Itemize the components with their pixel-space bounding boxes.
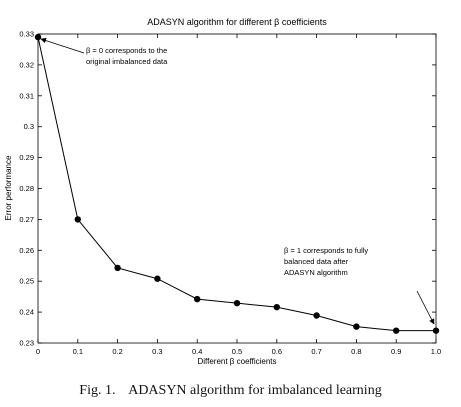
- series-line: [37, 36, 436, 332]
- x-tick-label: 0.8: [351, 347, 361, 356]
- x-tick-label: 0.4: [192, 347, 202, 356]
- x-tick-label: 0.7: [311, 347, 321, 356]
- plot-frame: [37, 33, 437, 344]
- data-point: [74, 216, 82, 223]
- y-tick-label: 0.32: [19, 60, 34, 69]
- data-point: [273, 303, 280, 311]
- data-point: [313, 312, 320, 319]
- chart: ADASYN algorithm for different β coeffic…: [4, 17, 441, 366]
- figure-caption-label: Fig. 1.: [79, 383, 116, 398]
- chart-title: ADASYN algorithm for different β coeffic…: [147, 17, 327, 27]
- data-point: [194, 295, 201, 303]
- figure-caption-text: ADASYN algorithm for imbalanced learning: [128, 383, 382, 398]
- y-tick-label: 0.3: [24, 122, 34, 131]
- annotation-beta-0-line-1: β = 0 corresponds to the: [86, 46, 167, 55]
- y-tick-label: 0.29: [19, 153, 34, 162]
- y-tick-label: 0.28: [19, 184, 34, 193]
- annotation-beta-1-line-1: β = 1 corresponds to fully: [284, 246, 368, 255]
- y-tick-label: 0.23: [19, 339, 34, 348]
- svg-text:β = 0 corresponds to the: β = 0 corresponds to the original imbala…: [86, 46, 169, 66]
- y-tick-label: 0.26: [19, 246, 34, 255]
- data-point: [393, 327, 400, 334]
- x-tick-label: 0.1: [73, 347, 83, 356]
- annotation-beta-0-line-2: original imbalanced data: [86, 57, 168, 66]
- data-point: [114, 264, 121, 272]
- x-tick-label: 1.0: [431, 347, 441, 356]
- y-tick-label: 0.24: [19, 308, 34, 317]
- x-tick-label: 0: [36, 347, 40, 356]
- data-point: [432, 327, 440, 334]
- x-tick-label: 0.2: [112, 347, 122, 356]
- annotation-beta-1-line-2: balanced data after: [284, 257, 349, 266]
- svg-text:β = 1 corresponds to fully: β = 1 corresponds to fully balanced data…: [284, 246, 370, 277]
- annotation-beta-1-line-3: ADASYN algorithm: [284, 268, 348, 277]
- y-tick-label: 0.33: [19, 30, 34, 39]
- series-points: [34, 33, 440, 334]
- x-axis-ticks: 0 0.1 0.2 0.3 0.4 0.5 0.6 0.7 0.8 0.9 1.0: [36, 34, 441, 356]
- annotation-beta-0-arrow: [40, 37, 85, 54]
- y-axis-ticks: 0.23 0.24 0.25 0.26 0.27 0.28 0.29 0.3 0.31 0.32 0…: [19, 30, 436, 348]
- y-tick-label: 0.31: [19, 91, 34, 100]
- x-tick-label: 0.3: [152, 347, 162, 356]
- annotation-beta-0: β = 0 corresponds to the original imbala…: [40, 37, 169, 66]
- figure-caption: Fig. 1. ADASYN algorithm for imbalanced …: [0, 383, 461, 399]
- annotation-beta-1: β = 1 corresponds to fully balanced data…: [284, 246, 435, 325]
- data-point: [233, 299, 241, 307]
- x-tick-label: 0.6: [272, 347, 282, 356]
- x-axis-label: Different β coefficients: [197, 357, 276, 366]
- x-tick-label: 0.9: [391, 347, 401, 356]
- y-axis-label: Error performance: [4, 155, 13, 220]
- annotation-beta-1-arrow: [416, 290, 435, 325]
- data-point: [154, 275, 161, 282]
- y-tick-label: 0.25: [19, 277, 34, 286]
- x-tick-label: 0.5: [232, 347, 242, 356]
- y-tick-label: 0.27: [19, 215, 34, 224]
- data-point: [353, 323, 360, 330]
- data-point: [34, 33, 42, 41]
